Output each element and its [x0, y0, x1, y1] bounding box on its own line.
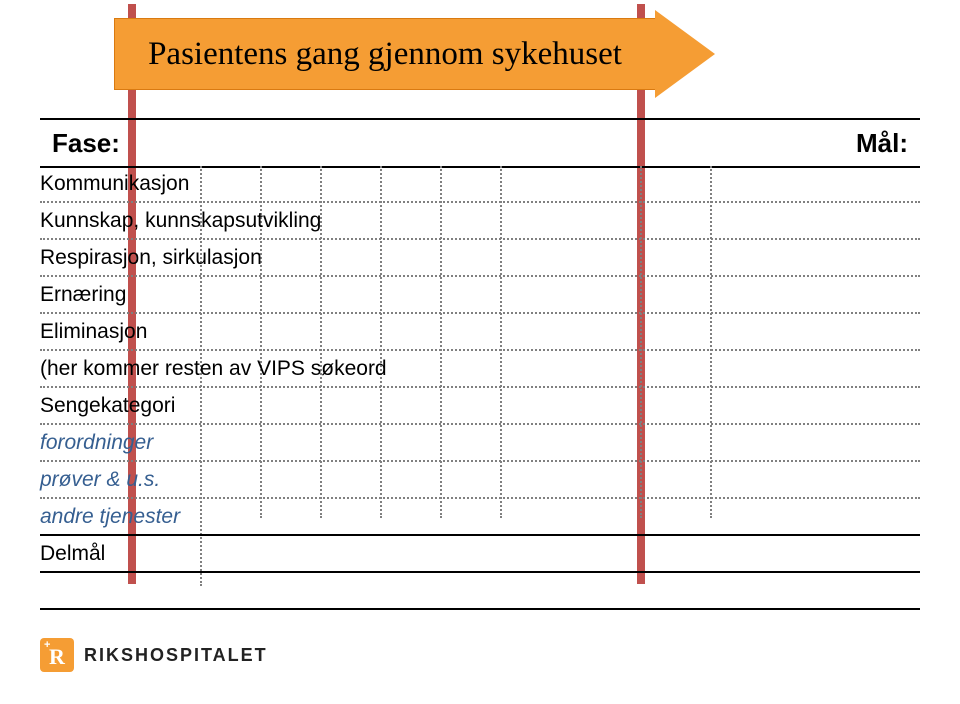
row-label: forordninger [40, 431, 153, 455]
logo: + R RIKSHOSPITALET [40, 638, 268, 672]
row-label: Kunnskap, kunnskapsutvikling [40, 209, 321, 233]
rows-container: Kommunikasjon Kunnskap, kunnskapsutviklin… [40, 166, 920, 610]
logo-plus: + [44, 640, 50, 651]
table-row: Ernæring [40, 277, 920, 314]
logo-badge-icon: + R [40, 638, 74, 672]
table-row [40, 573, 920, 610]
slide-title: Pasientens gang gjennom sykehuset [148, 36, 622, 73]
row-label: Ernæring [40, 283, 126, 307]
fase-label: Fase: [52, 128, 120, 159]
table-row: Respirasjon, sirkulasjon [40, 240, 920, 277]
table-row: prøver & u.s. [40, 462, 920, 499]
table-row: Kunnskap, kunnskapsutvikling [40, 203, 920, 240]
table-row: Sengekategori [40, 388, 920, 425]
table-row: andre tjenester [40, 499, 920, 536]
table-row: Eliminasjon [40, 314, 920, 351]
title-arrow-body: Pasientens gang gjennom sykehuset [114, 18, 656, 90]
table-row: (her kommer resten av VIPS søkeord [40, 351, 920, 388]
row-label: andre tjenester [40, 505, 180, 529]
row-label: Delmål [40, 542, 105, 566]
table-row: Kommunikasjon [40, 166, 920, 203]
row-label: Sengekategori [40, 394, 175, 418]
logo-letter: R [49, 646, 65, 668]
table-row: Delmål [40, 536, 920, 573]
logo-text: RIKSHOSPITALET [84, 645, 268, 666]
row-label: prøver & u.s. [40, 468, 160, 492]
row-label: Eliminasjon [40, 320, 147, 344]
row-label: Kommunikasjon [40, 172, 189, 196]
header-row: Fase: Mål: [40, 118, 920, 168]
mal-label: Mål: [856, 128, 908, 159]
title-arrow: Pasientens gang gjennom sykehuset [114, 18, 715, 90]
title-arrow-head [655, 10, 715, 98]
row-label: (her kommer resten av VIPS søkeord [40, 357, 387, 381]
table-row: forordninger [40, 425, 920, 462]
row-label: Respirasjon, sirkulasjon [40, 246, 262, 270]
